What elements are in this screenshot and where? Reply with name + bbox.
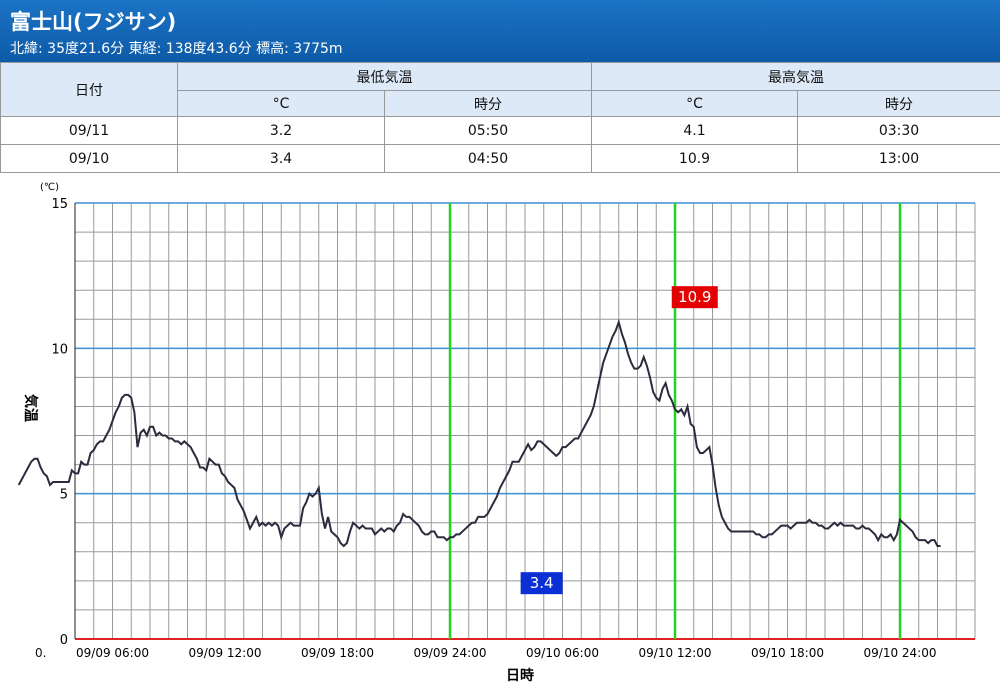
x-tick-label: 09/10 18:00 (751, 646, 824, 660)
date-header: 日付 (0, 62, 178, 117)
y-tick-label: 0 (60, 633, 68, 648)
station-name: 富士山(フジサン) (10, 10, 177, 34)
table-row: 09/11 3.2 05:50 4.1 03:30 (0, 116, 1000, 145)
row-max: 4.1 (591, 116, 798, 145)
minor-grid (74, 202, 976, 640)
temperature-chart: 0 5 10 15 09/09 06:00 09/09 12:00 09/09 18:00… (17, 182, 976, 684)
unit-label: (℃) (40, 182, 59, 193)
station-header: 富士山(フジサン) 北緯: 35度21.6分 東経: 138度43.6分 標高:… (0, 0, 1000, 62)
max-unit-header: °C (591, 90, 798, 117)
x-tick-label: 09/09 18:00 (301, 646, 374, 660)
station-coordinates: 北緯: 35度21.6分 東経: 138度43.6分 標高: 3775m (10, 41, 343, 57)
x-tick-fragment: 0. (35, 646, 46, 660)
y-axis-label: 気温 (22, 394, 39, 422)
x-tick-label: 09/09 12:00 (189, 646, 262, 660)
row-max-time: 13:00 (797, 144, 1000, 173)
y-tick-label: 15 (51, 197, 68, 212)
row-min-time: 05:50 (384, 116, 592, 145)
x-tick-label: 09/09 24:00 (414, 646, 487, 660)
row-min-time: 04:50 (384, 144, 592, 173)
row-min: 3.2 (177, 116, 385, 145)
row-date: 09/10 (0, 144, 178, 173)
annotation-label: 10.9 (678, 288, 711, 306)
min-temp-header: 最低気温 (177, 62, 592, 91)
table-row: 09/10 3.4 04:50 10.9 13:00 (0, 144, 1000, 173)
max-time-header: 時分 (797, 90, 1000, 117)
x-axis-ticks: 09/09 06:00 09/09 12:00 09/09 18:00 09/09 2… (35, 646, 936, 660)
temperature-line (17, 318, 941, 548)
x-axis-label: 日時 (506, 667, 534, 684)
row-max: 10.9 (591, 144, 798, 173)
row-date: 09/11 (0, 116, 178, 145)
x-tick-label: 09/09 06:00 (76, 646, 149, 660)
annotation-box (520, 572, 563, 595)
row-max-time: 03:30 (797, 116, 1000, 145)
min-annotation: 3.4 (520, 572, 563, 595)
max-temp-header: 最高気温 (591, 62, 1000, 91)
min-unit-header: °C (177, 90, 385, 117)
annotations: 10.9 3.4 (520, 286, 718, 595)
y-tick-label: 5 (60, 488, 68, 503)
min-time-header: 時分 (384, 90, 592, 117)
major-grid (74, 202, 975, 640)
y-axis-ticks: 0 5 10 15 (51, 197, 68, 648)
x-tick-label: 09/10 24:00 (864, 646, 937, 660)
max-annotation: 10.9 (671, 286, 718, 309)
row-min: 3.4 (177, 144, 385, 173)
temperature-summary-table: 日付 最低気温 最高気温 °C 時分 °C 時分 09/11 3.2 05:50… (0, 62, 1000, 173)
x-tick-label: 09/10 06:00 (526, 646, 599, 660)
annotation-label: 3.4 (530, 574, 554, 592)
x-tick-label: 09/10 12:00 (639, 646, 712, 660)
y-tick-label: 10 (51, 342, 68, 357)
annotation-box (671, 286, 718, 309)
